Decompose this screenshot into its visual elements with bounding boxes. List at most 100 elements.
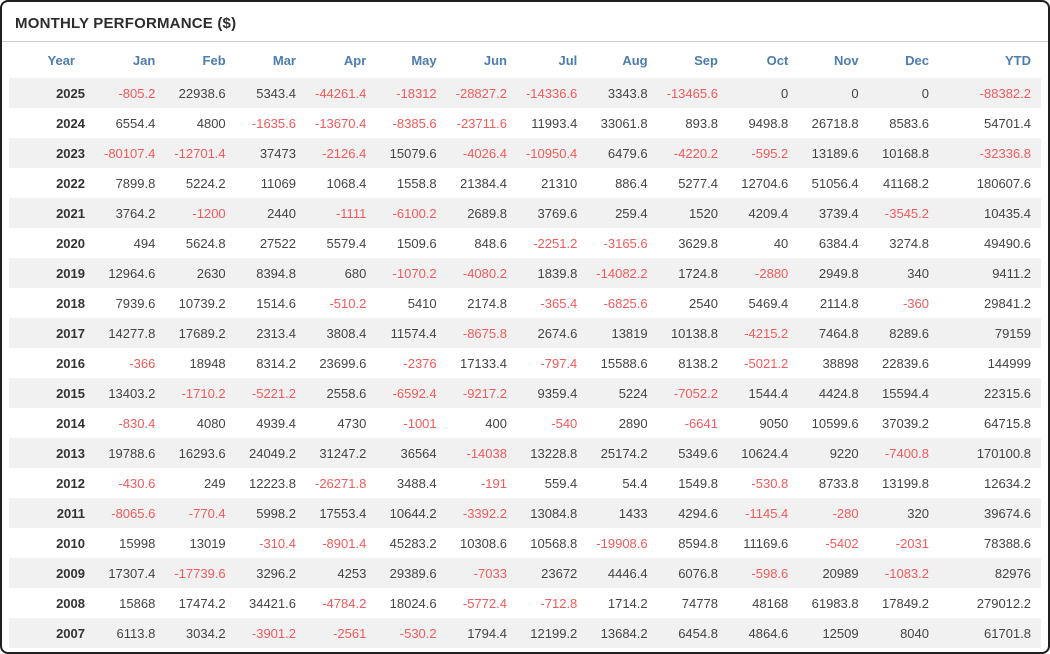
- table-row: 2011 -8065.6 -770.4 5998.2 17553.4 10644.2 -3…: [9, 498, 1041, 528]
- column-header-may: May: [411, 52, 437, 68]
- value-cell: 3629.8: [678, 235, 718, 251]
- value-cell: -23711.6: [456, 115, 507, 131]
- column-header-nov: Nov: [834, 52, 859, 68]
- value-cell: 893.8: [685, 115, 718, 131]
- value-cell: 78388.6: [984, 535, 1031, 551]
- value-cell: -430.6: [118, 475, 156, 491]
- value-cell: 4424.8: [818, 385, 859, 401]
- value-cell: 1724.8: [678, 265, 718, 281]
- column-header-feb: Feb: [202, 52, 226, 68]
- value-cell: -598.6: [751, 565, 789, 581]
- value-cell: 3764.2: [115, 205, 156, 221]
- year-cell: 2019: [56, 265, 85, 281]
- table-row: 2009 17307.4 -17739.6 3296.2 4253 29389.6 -70…: [9, 558, 1041, 588]
- value-cell: 1839.8: [537, 265, 578, 281]
- value-cell: -28827.2: [455, 85, 507, 101]
- value-cell: -13465.6: [666, 85, 718, 101]
- value-cell: 82976: [994, 565, 1031, 581]
- value-cell: -830.4: [118, 415, 156, 431]
- year-cell: 2025: [56, 85, 85, 101]
- value-cell: 17474.2: [178, 595, 226, 611]
- value-cell: 25174.2: [600, 445, 648, 461]
- value-cell: 21384.4: [459, 175, 507, 191]
- table-row: 2016 -366 18948 8314.2 23699.6 -2376 17133.4 -…: [9, 348, 1041, 378]
- value-cell: 10168.8: [882, 145, 929, 161]
- value-cell: 8040: [900, 625, 929, 641]
- value-cell: 4209.4: [748, 205, 789, 221]
- value-cell: -8675.8: [462, 325, 507, 341]
- value-cell: 26718.8: [811, 115, 859, 131]
- value-cell: -3545.2: [884, 205, 929, 221]
- value-cell: 3739.4: [818, 205, 859, 221]
- value-cell: 15588.6: [600, 355, 648, 371]
- value-cell: 13228.8: [530, 445, 578, 461]
- value-cell: -2251.2: [533, 235, 578, 251]
- table-row: 2010 15998 13019 -310.4 -8901.4 45283.2 10308…: [9, 528, 1041, 558]
- value-cell: -1070.2: [392, 265, 437, 281]
- column-header-jan: Jan: [132, 52, 156, 68]
- value-cell: 12704.6: [741, 175, 789, 191]
- table-row: 2008 15868 17474.2 34421.6 -4784.2 18024.6 -5…: [9, 588, 1041, 618]
- value-cell: 64715.8: [984, 415, 1031, 431]
- value-cell: 8314.2: [256, 355, 296, 371]
- value-cell: 61701.8: [984, 625, 1031, 641]
- value-cell: 40: [773, 235, 789, 251]
- value-cell: -280: [832, 505, 859, 521]
- year-cell: 2011: [56, 505, 85, 521]
- value-cell: 6113.8: [116, 625, 156, 641]
- value-cell: -530.8: [751, 475, 789, 491]
- value-cell: 11169.6: [743, 535, 789, 551]
- value-cell: 23699.6: [319, 355, 367, 371]
- value-cell: -770.4: [188, 505, 226, 521]
- value-cell: 2689.8: [467, 205, 507, 221]
- column-header-apr: Apr: [343, 52, 367, 68]
- value-cell: 9498.8: [748, 115, 789, 131]
- table-header: Year Jan Feb Mar Apr May Jun Jul Aug Sep Oct Nov Dec…: [9, 42, 1041, 78]
- value-cell: 16293.6: [178, 445, 226, 461]
- value-cell: -32336.8: [979, 145, 1031, 161]
- value-cell: 31247.2: [319, 445, 367, 461]
- value-cell: -1710.2: [181, 385, 226, 401]
- value-cell: 18948: [189, 355, 226, 371]
- value-cell: -7400.8: [884, 445, 929, 461]
- value-cell: 8394.8: [256, 265, 296, 281]
- value-cell: 17689.2: [178, 325, 226, 341]
- year-cell: 2021: [56, 205, 85, 221]
- value-cell: 3034.2: [185, 625, 226, 641]
- value-cell: -365.4: [540, 295, 578, 311]
- value-cell: -19908.6: [596, 535, 648, 551]
- value-cell: -12701.4: [174, 145, 226, 161]
- value-cell: -360: [902, 295, 929, 311]
- value-cell: 10435.4: [984, 205, 1031, 221]
- value-cell: -6592.4: [392, 385, 437, 401]
- year-cell: 2012: [56, 475, 85, 491]
- value-cell: 559.4: [544, 475, 578, 491]
- value-cell: 13403.2: [108, 385, 156, 401]
- value-cell: 2114.8: [819, 295, 859, 311]
- value-cell: -14336.6: [525, 85, 578, 101]
- value-cell: 10138.8: [670, 325, 718, 341]
- value-cell: 4294.6: [678, 505, 718, 521]
- value-cell: 14277.8: [108, 325, 156, 341]
- value-cell: -595.2: [751, 145, 789, 161]
- table-body: 2025 -805.2 22938.6 5343.4 -44261.4 -18312 -2…: [9, 78, 1041, 648]
- year-cell: 2022: [56, 175, 85, 191]
- value-cell: -530.2: [399, 625, 437, 641]
- value-cell: 144999: [987, 355, 1031, 371]
- value-cell: 17553.4: [319, 505, 367, 521]
- value-cell: -8065.6: [111, 505, 156, 521]
- value-cell: -1635.6: [251, 115, 296, 131]
- value-cell: -540: [551, 415, 578, 431]
- value-cell: -5021.2: [744, 355, 789, 371]
- value-cell: 24049.2: [248, 445, 296, 461]
- monthly-performance-table: Year Jan Feb Mar Apr May Jun Jul Aug Sep Oct Nov Dec…: [9, 42, 1041, 648]
- year-cell: 2010: [56, 535, 85, 551]
- value-cell: 5469.4: [748, 295, 789, 311]
- value-cell: 494: [133, 235, 156, 251]
- value-cell: 1544.4: [748, 385, 789, 401]
- value-cell: -805.2: [118, 85, 156, 101]
- value-cell: 4080: [196, 415, 226, 431]
- value-cell: -17739.6: [174, 565, 226, 581]
- value-cell: 18024.6: [389, 595, 437, 611]
- value-cell: 3274.8: [889, 235, 929, 251]
